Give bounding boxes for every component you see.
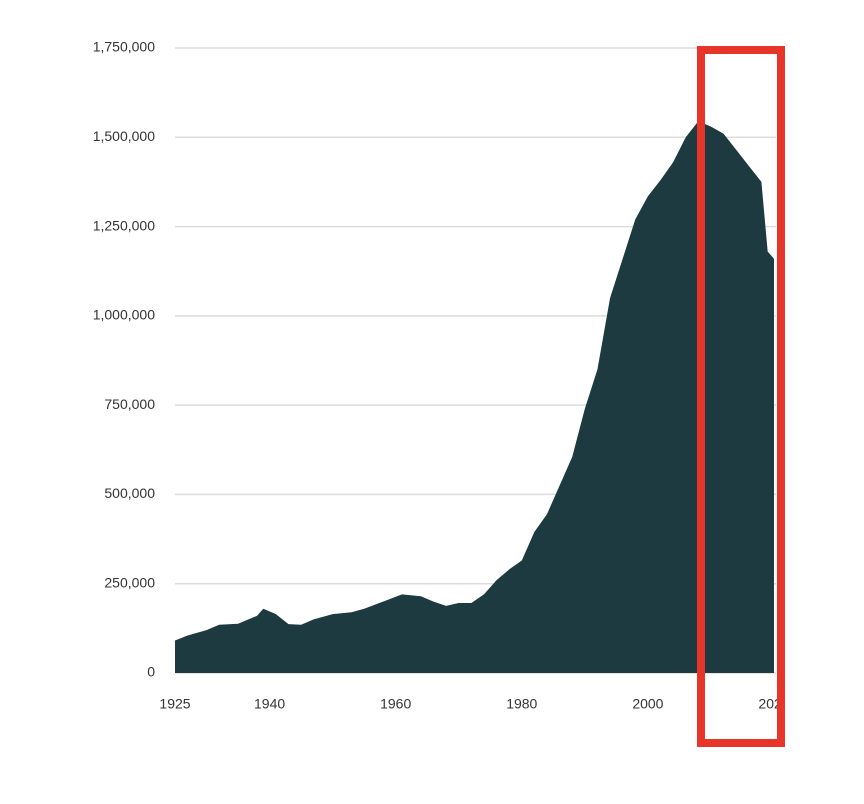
x-tick-label: 2020 [758, 696, 789, 712]
y-tick-label: 500,000 [104, 485, 155, 501]
highlight-box [697, 46, 785, 747]
plot: 0 250,000 500,000 750,000 1,000,000 1,250,000… [93, 39, 789, 712]
y-tick-label: 1,250,000 [93, 217, 155, 233]
x-tick-label: 1960 [380, 696, 411, 712]
x-tick-label: 1925 [159, 696, 190, 712]
x-tick-label: 1940 [254, 696, 285, 712]
y-tick-label: 1,000,000 [93, 307, 155, 323]
y-tick-label: 750,000 [104, 396, 155, 412]
y-tick-label: 0 [147, 664, 155, 680]
y-tick-label: 1,500,000 [93, 128, 155, 144]
area [175, 121, 774, 673]
y-tick-label: 250,000 [104, 574, 155, 590]
x-tick-label: 1980 [506, 696, 537, 712]
x-tick-label: 2000 [632, 696, 663, 712]
y-tick-label: 1,750,000 [93, 39, 155, 55]
